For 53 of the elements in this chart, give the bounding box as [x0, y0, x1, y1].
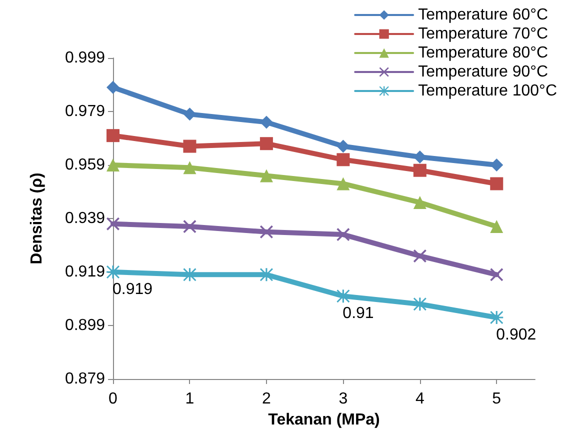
- point: [413, 249, 426, 262]
- point: [260, 116, 273, 129]
- point: [490, 220, 504, 234]
- point: [490, 177, 504, 190]
- point: [490, 158, 504, 172]
- y-tick-label: 0.899: [64, 317, 106, 334]
- point: [260, 225, 273, 238]
- point: [183, 268, 196, 282]
- point: [183, 140, 196, 153]
- point: [413, 196, 426, 209]
- point: [413, 164, 426, 177]
- point: [336, 228, 350, 242]
- data-label: 0.91: [342, 305, 374, 322]
- point: [106, 129, 120, 142]
- point: [106, 217, 120, 230]
- y-tick-label: 0.939: [64, 210, 106, 227]
- point: [106, 158, 120, 172]
- point: [260, 169, 273, 182]
- y-tick-label: 0.999: [64, 50, 106, 66]
- point: [336, 140, 350, 153]
- legend-label: Temperature 90°C: [418, 64, 548, 80]
- x-axis-title: Tekanan (MPa): [268, 411, 380, 428]
- point: [490, 268, 504, 282]
- point: [260, 268, 273, 282]
- point: [106, 266, 120, 278]
- point: [183, 220, 196, 234]
- y-tick-label: 0.959: [64, 156, 106, 174]
- legend-label: Temperature 100°C: [418, 82, 558, 100]
- point: [413, 150, 426, 164]
- y-tick-label: 0.919: [64, 264, 106, 280]
- point: [413, 298, 426, 311]
- x-tick-label: 5: [492, 390, 502, 408]
- y-axis-title: Densitas (ρ): [28, 172, 46, 264]
- point: [183, 108, 196, 121]
- y-tick-label: 0.879: [64, 370, 106, 388]
- x-tick-label: 3: [338, 390, 348, 408]
- point: [183, 161, 196, 174]
- point: [260, 137, 273, 150]
- point: [336, 290, 350, 303]
- point: [106, 80, 120, 94]
- data-label: 0.902: [496, 326, 536, 344]
- legend-label: Temperature 70°C: [418, 26, 548, 42]
- x-tick-label: 1: [185, 390, 194, 408]
- data-label: 0.919: [112, 281, 153, 298]
- legend-label: Temperature 60°C: [418, 6, 548, 24]
- legend-label: Temperature 80°C: [418, 44, 548, 62]
- point: [336, 177, 350, 190]
- point: [336, 153, 350, 166]
- point: [490, 310, 504, 324]
- x-tick-label: 2: [262, 390, 271, 408]
- x-tick-label: 4: [415, 390, 424, 408]
- x-tick-label: 0: [108, 390, 118, 408]
- y-tick-label: 0.979: [64, 103, 106, 120]
